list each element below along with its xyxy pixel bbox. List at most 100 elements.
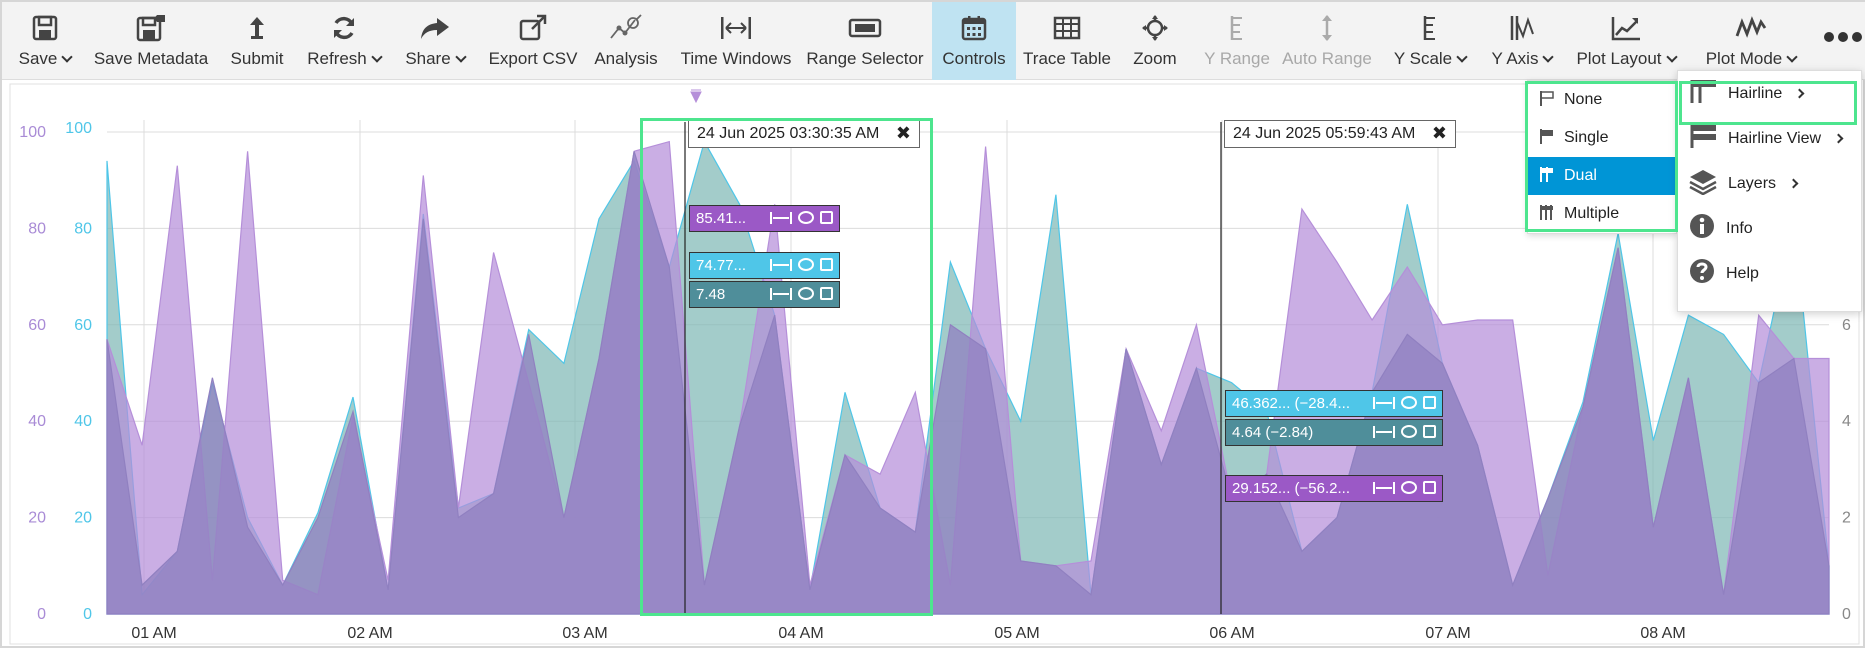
- square-icon[interactable]: [1423, 481, 1436, 494]
- x-tick-label: 08 AM: [1640, 625, 1685, 642]
- controls-menu-label: Hairline: [1728, 84, 1783, 102]
- controls-menu-item-hairline-view[interactable]: Hairline View: [1678, 116, 1861, 161]
- toolbar-button-y-range[interactable]: Y Range: [1199, 2, 1275, 80]
- controls-menu-item-layers[interactable]: Layers: [1678, 161, 1861, 206]
- submit-icon: [247, 6, 267, 50]
- y-tick-label-right: 4: [1842, 413, 1851, 430]
- zoom-icon: [1141, 6, 1169, 50]
- y-tick-label-left-inner: 60: [74, 317, 92, 334]
- hairline-mode-single[interactable]: Single: [1528, 119, 1676, 157]
- toolbar-button-time-windows[interactable]: Time Windows: [672, 2, 800, 80]
- hairline-value-actions: [1373, 424, 1436, 440]
- chevron-right-icon: [1794, 88, 1805, 99]
- toolbar-button-label: Controls: [942, 50, 1005, 68]
- comment-icon[interactable]: [1401, 481, 1417, 494]
- toolbar-button-analysis[interactable]: Analysis: [589, 2, 663, 80]
- toolbar-button-plot-layout[interactable]: Plot Layout: [1562, 2, 1690, 80]
- comment-icon[interactable]: [1401, 396, 1417, 409]
- toolbar-button-zoom[interactable]: Zoom: [1119, 2, 1191, 80]
- hairline-mode-label: Multiple: [1564, 205, 1620, 222]
- toolbar-button-save-metadata[interactable]: Save Metadata: [82, 2, 220, 80]
- toolbar-button-controls[interactable]: Controls: [932, 2, 1016, 80]
- toolbar-button-label: Trace Table: [1023, 50, 1111, 68]
- y-axis-icon: [1509, 6, 1535, 50]
- hairline-value-box[interactable]: 4.64 (−2.84): [1225, 419, 1443, 446]
- toolbar-button-submit[interactable]: Submit: [223, 2, 291, 80]
- close-icon[interactable]: ✖: [1431, 123, 1447, 143]
- square-icon[interactable]: [1423, 396, 1436, 409]
- toolbar-button-refresh[interactable]: Refresh: [299, 2, 389, 80]
- toolbar-button-auto-range[interactable]: Auto Range: [1277, 2, 1377, 80]
- square-icon[interactable]: [820, 211, 833, 224]
- hairline-value-text: 7.48: [696, 286, 726, 303]
- chevron-down-icon: [1456, 51, 1468, 63]
- controls-menu-item-help[interactable]: Help: [1678, 251, 1861, 296]
- toolbar-button-label: Auto Range: [1282, 50, 1372, 68]
- hairline-mode-none[interactable]: None: [1528, 81, 1676, 119]
- hairline-value-box[interactable]: 46.362... (−28.4...: [1225, 390, 1443, 417]
- hairline-value-box[interactable]: 85.41...: [689, 205, 840, 232]
- hairline-value-actions: [770, 210, 833, 226]
- toolbar-button-label: Save Metadata: [94, 50, 208, 68]
- range-icon[interactable]: [1373, 395, 1395, 411]
- y-tick-label-left-inner: 100: [65, 120, 92, 137]
- range-icon[interactable]: [770, 257, 792, 273]
- range-selector-icon: [848, 6, 882, 50]
- table-icon: [1053, 6, 1081, 50]
- comment-icon[interactable]: [798, 258, 814, 271]
- hairline-icon: [1688, 77, 1718, 110]
- hairline-value-text: 74.77...: [696, 257, 747, 274]
- toolbar-button-range-selector[interactable]: Range Selector: [802, 2, 928, 80]
- hairline-mode-label: Single: [1564, 129, 1609, 146]
- auto-range-icon: [1318, 6, 1336, 50]
- info-icon: [1688, 212, 1716, 245]
- hairline-value-box[interactable]: 74.77...: [689, 252, 840, 279]
- range-icon[interactable]: [1373, 480, 1395, 496]
- hairline-mode-none-icon: [1538, 89, 1556, 112]
- toolbar-label-text: Auto Range: [1282, 49, 1372, 68]
- controls-menu: Hairline Hairline View Layers Info Help: [1677, 70, 1862, 312]
- chevron-down-icon: [1786, 51, 1798, 63]
- square-icon[interactable]: [1423, 425, 1436, 438]
- chevron-down-icon: [455, 51, 467, 63]
- comment-icon[interactable]: [798, 211, 814, 224]
- toolbar-button-trace-table[interactable]: Trace Table: [1017, 2, 1117, 80]
- hairline-value-actions: [770, 286, 833, 302]
- comment-icon[interactable]: [798, 287, 814, 300]
- toolbar-button-y-scale[interactable]: Y Scale: [1382, 2, 1478, 80]
- hairline-value-box[interactable]: 29.152... (−56.2...: [1225, 475, 1443, 502]
- controls-menu-item-info[interactable]: Info: [1678, 206, 1861, 251]
- toolbar-button-plot-mode[interactable]: Plot Mode: [1692, 2, 1810, 80]
- hairline-view-icon: [1688, 122, 1718, 155]
- hairline-mode-label: Dual: [1564, 167, 1597, 184]
- y-tick-label-left-inner: 0: [83, 606, 92, 623]
- controls-menu-item-hairline[interactable]: Hairline: [1678, 71, 1861, 116]
- range-icon[interactable]: [770, 286, 792, 302]
- toolbar-button-label: Range Selector: [806, 50, 923, 68]
- hairline-value-box[interactable]: 7.48: [689, 281, 840, 308]
- square-icon[interactable]: [820, 258, 833, 271]
- hairline-mode-label: None: [1564, 91, 1603, 108]
- range-icon[interactable]: [1373, 424, 1395, 440]
- toolbar-label-text: Y Axis: [1491, 49, 1539, 68]
- toolbar-label-text: Plot Layout: [1576, 49, 1662, 68]
- save-icon: [31, 6, 59, 50]
- toolbar-button-label: Analysis: [594, 50, 657, 68]
- hairline-mode-dual[interactable]: Dual: [1528, 157, 1676, 195]
- analysis-icon: [609, 6, 643, 50]
- close-icon[interactable]: ✖: [895, 123, 911, 143]
- range-icon[interactable]: [770, 210, 792, 226]
- toolbar-button-share[interactable]: Share: [394, 2, 476, 80]
- toolbar-button-label: Refresh: [307, 50, 383, 68]
- toolbar-button-y-axis[interactable]: Y Axis: [1482, 2, 1562, 80]
- toolbar-button-export-csv[interactable]: Export CSV: [487, 2, 579, 80]
- controls-menu-label: Hairline View: [1728, 129, 1822, 147]
- square-icon[interactable]: [820, 287, 833, 300]
- more-options-icon[interactable]: [1824, 32, 1862, 42]
- y-tick-label-left-outer: 60: [28, 317, 46, 334]
- comment-icon[interactable]: [1401, 425, 1417, 438]
- toolbar-button-save[interactable]: Save: [10, 2, 80, 80]
- chevron-right-icon: [1788, 178, 1799, 189]
- hairline-mode-multiple[interactable]: Multiple: [1528, 195, 1676, 233]
- help-icon: [1688, 257, 1716, 290]
